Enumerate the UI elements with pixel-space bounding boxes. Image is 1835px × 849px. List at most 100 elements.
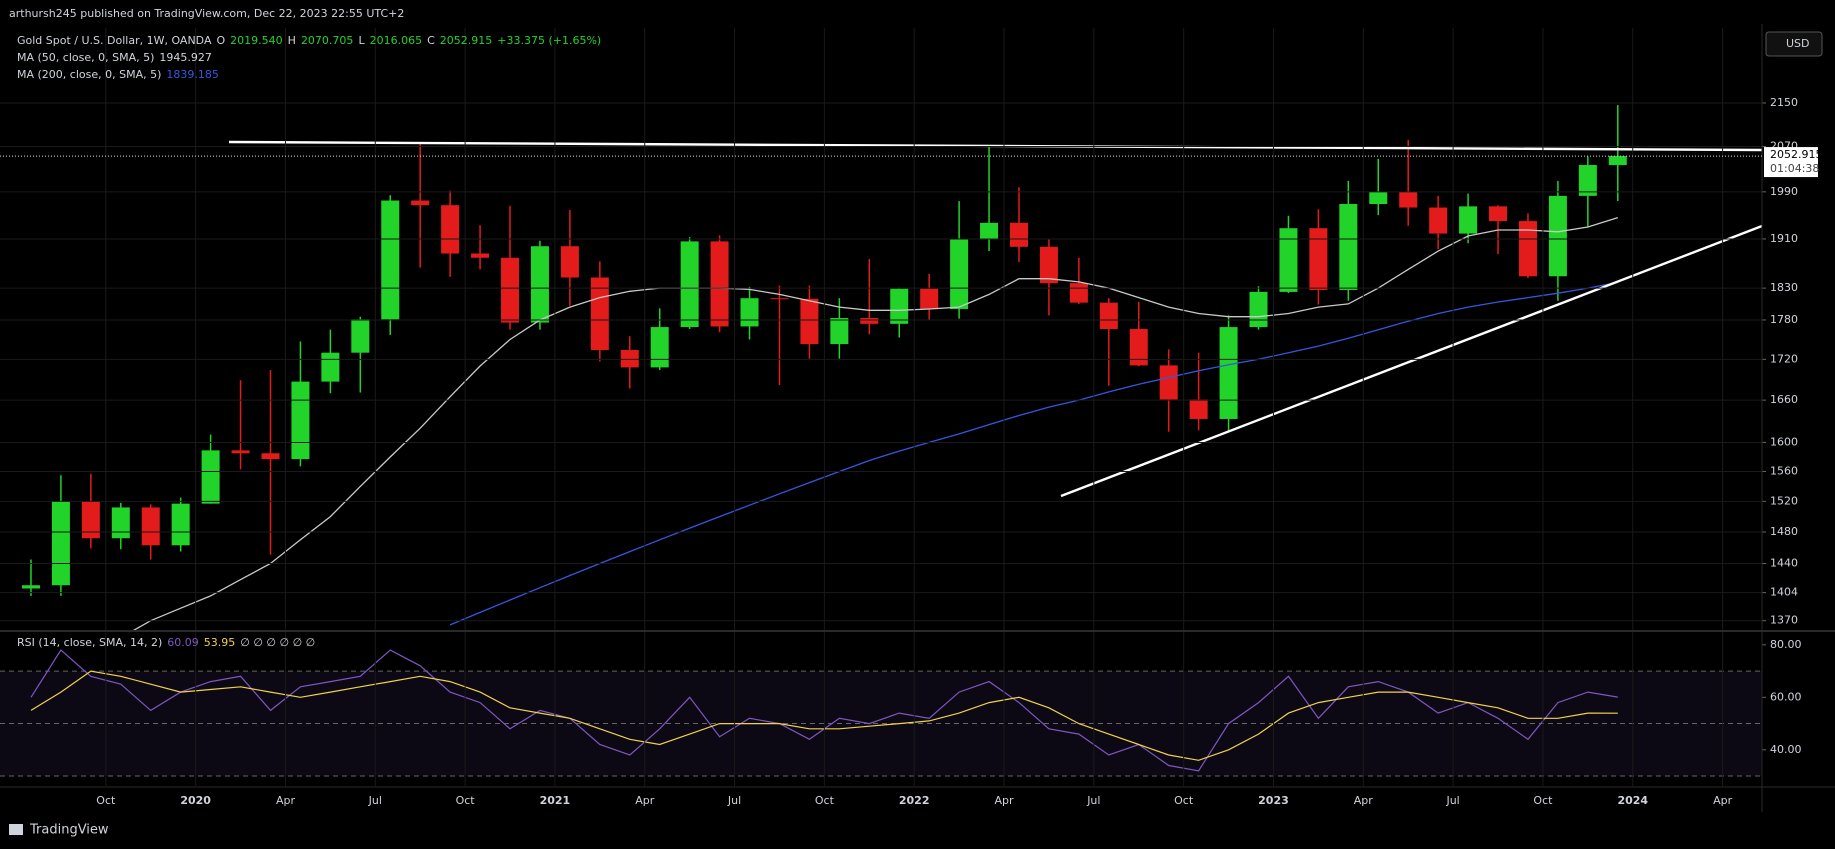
candle-body <box>1279 228 1298 292</box>
ohlc-value: 2019.540 <box>230 34 283 47</box>
price-pane <box>21 105 1627 630</box>
ma-name: MA (200, close, 0, SMA, 5) <box>17 68 161 81</box>
symbol-title: Gold Spot / U.S. Dollar, 1W, OANDA <box>17 34 212 47</box>
x-tick-label: 2023 <box>1258 794 1289 807</box>
candle-body <box>950 239 969 310</box>
candle-body <box>291 381 310 460</box>
candle-body <box>111 507 130 539</box>
x-tick-label: Apr <box>1713 794 1733 807</box>
candle-body <box>231 450 250 454</box>
candle-body <box>471 253 490 258</box>
candle-body <box>860 318 879 324</box>
x-tick-label: Jul <box>368 794 382 807</box>
candle-body <box>411 200 430 206</box>
x-tick-label: 2021 <box>540 794 571 807</box>
trend-line <box>1060 224 1763 498</box>
candle-body <box>800 298 819 345</box>
candle-body <box>1518 221 1537 277</box>
ma-value: 1839.185 <box>166 68 219 81</box>
candle-body <box>1099 302 1118 330</box>
candle-body <box>321 352 340 382</box>
x-tick-label: Oct <box>1533 794 1553 807</box>
y-tick-label: 1440 <box>1770 556 1798 569</box>
candle-body <box>920 288 939 310</box>
candle-body <box>351 319 370 353</box>
x-tick-label: Oct <box>96 794 116 807</box>
y-tick-label: 2150 <box>1770 96 1798 109</box>
x-tick-label: Oct <box>1174 794 1194 807</box>
candle-body <box>590 277 609 351</box>
candle-body <box>1578 165 1597 196</box>
candle-body <box>560 246 579 278</box>
candle-body <box>650 327 669 368</box>
countdown: 01:04:38 <box>1770 162 1819 175</box>
candle-body <box>710 241 729 327</box>
y-tick-label: 1830 <box>1770 281 1798 294</box>
x-tick-label: Apr <box>995 794 1015 807</box>
candle-body <box>1548 195 1567 277</box>
candle-body <box>261 453 280 460</box>
price-change: +33.375 (+1.65%) <box>497 34 601 47</box>
candle-body <box>141 507 160 546</box>
y-tick-label: 1480 <box>1770 525 1798 538</box>
candle-body <box>1219 327 1238 419</box>
candle-body <box>1339 204 1358 291</box>
rsi-title: RSI (14, close, SMA, 14, 2) <box>17 636 162 649</box>
ohlc-key: O <box>216 34 225 47</box>
candle-body <box>1009 222 1028 247</box>
x-tick-label: Jul <box>1445 794 1459 807</box>
candle-body <box>1309 228 1328 291</box>
candle-body <box>1399 191 1418 208</box>
candle-body <box>21 585 40 589</box>
y-tick-label: 1780 <box>1770 313 1798 326</box>
currency[interactable]: USD <box>1786 37 1810 50</box>
y-tick-label: 1404 <box>1770 586 1798 599</box>
x-tick-label: Jul <box>1086 794 1100 807</box>
y-tick-label: 80.00 <box>1770 638 1802 651</box>
trend-line <box>228 140 1763 152</box>
brand-name: TradingView <box>29 823 109 838</box>
candle-body <box>171 503 190 546</box>
rsi-value: 60.09 <box>167 636 199 649</box>
brand: TradingView <box>9 823 109 838</box>
y-tick-label: 60.00 <box>1770 690 1802 703</box>
rsi-symbols: ∅ ∅ ∅ ∅ ∅ ∅ <box>240 636 315 649</box>
ma-value: 1945.927 <box>159 51 212 64</box>
candle-body <box>830 318 849 345</box>
y-tick-label: 1370 <box>1770 614 1798 627</box>
ma-name: MA (50, close, 0, SMA, 5) <box>17 51 154 64</box>
y-tick-label: 1720 <box>1770 352 1798 365</box>
y-tick-label: 40.00 <box>1770 743 1802 756</box>
candle-body <box>501 257 520 323</box>
currency-button[interactable] <box>1765 31 1823 57</box>
candle-body <box>1369 191 1388 205</box>
x-tick-label: 2024 <box>1617 794 1648 807</box>
x-tick-label: Apr <box>635 794 655 807</box>
candle-body <box>201 450 220 504</box>
candle-body <box>1069 283 1088 303</box>
candle-body <box>1129 329 1148 366</box>
publisher: arthursh245 published on TradingView.com… <box>9 7 404 20</box>
candle-body <box>1159 365 1178 400</box>
y-tick-label: 1660 <box>1770 393 1798 406</box>
candle-body <box>980 222 999 240</box>
y-tick-label: 1600 <box>1770 435 1798 448</box>
x-tick-label: Apr <box>276 794 296 807</box>
candle-body <box>530 246 549 323</box>
candle-body <box>1249 291 1268 328</box>
ohlc-key: H <box>288 34 296 47</box>
candle-body <box>740 298 759 327</box>
ohlc-key: C <box>427 34 435 47</box>
ohlc-value: 2052.915 <box>440 34 493 47</box>
candle-body <box>51 501 70 586</box>
rsi-ma-value: 53.95 <box>204 636 236 649</box>
logo <box>9 824 23 835</box>
candle-body <box>441 205 460 254</box>
last-price-box <box>1764 147 1818 178</box>
y-tick-label: 1520 <box>1770 494 1798 507</box>
x-tick-label: Oct <box>815 794 835 807</box>
ohlc-value: 2016.065 <box>370 34 423 47</box>
x-tick-label: Oct <box>456 794 476 807</box>
ohlc-value: 2070.705 <box>301 34 354 47</box>
candle-body <box>1459 206 1478 234</box>
